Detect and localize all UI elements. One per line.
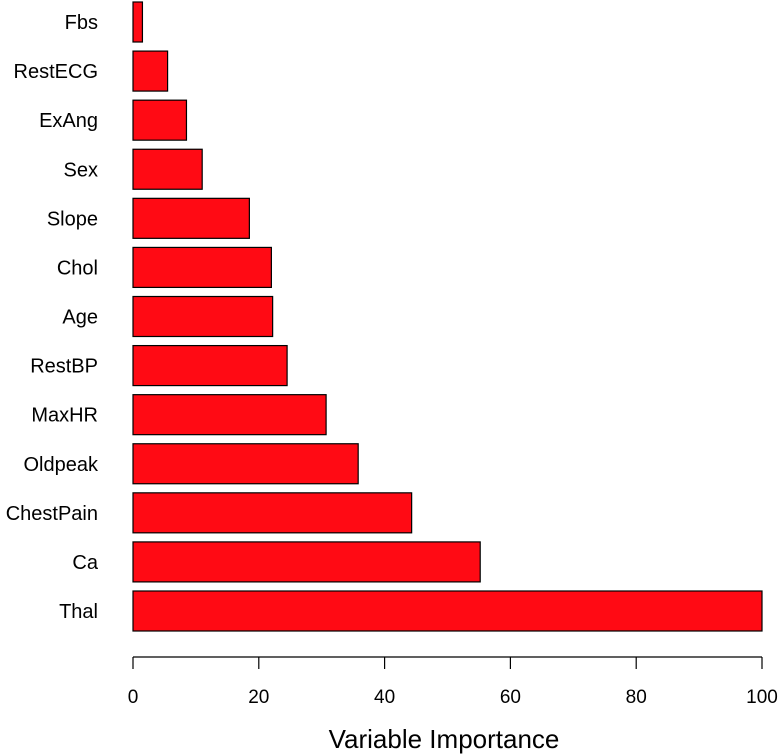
category-label-sex: Sex xyxy=(64,159,98,181)
bar-exang xyxy=(132,99,188,141)
x-tick-label-20: 20 xyxy=(248,687,269,708)
category-label-chestpain: ChestPain xyxy=(6,503,98,525)
bar-fbs xyxy=(132,1,144,43)
bar-chestpain xyxy=(132,492,413,534)
bar-ca xyxy=(132,541,481,583)
bar-restbp xyxy=(132,344,288,387)
category-label-thal: Thal xyxy=(59,601,98,623)
category-label-chol: Chol xyxy=(57,257,98,279)
category-label-restbp: RestBP xyxy=(30,356,98,378)
bar-chol xyxy=(132,246,272,289)
bar-thal xyxy=(132,590,763,632)
bars-layer xyxy=(132,1,763,632)
x-axis-title: Variable Importance xyxy=(329,724,560,754)
bar-maxhr xyxy=(132,394,327,436)
x-tick-label-100: 100 xyxy=(746,687,778,708)
bar-age xyxy=(132,295,274,338)
x-tick-label-60: 60 xyxy=(500,687,521,708)
category-label-age: Age xyxy=(62,307,98,329)
x-tick-label-40: 40 xyxy=(374,687,395,708)
category-labels: Fbs RestECG ExAng Sex Slope Chol Age RestBP MaxH… xyxy=(6,12,99,623)
bar-oldpeak xyxy=(132,443,359,485)
category-label-ca: Ca xyxy=(72,552,98,574)
category-label-slope: Slope xyxy=(47,208,98,230)
bar-sex xyxy=(132,148,203,190)
category-label-maxhr: MaxHR xyxy=(31,405,98,427)
x-axis: 0 20 40 60 80 100 xyxy=(128,656,778,708)
category-label-oldpeak: Oldpeak xyxy=(24,454,99,476)
bar-slope xyxy=(132,197,250,239)
category-label-exang: ExAng xyxy=(39,110,98,132)
x-tick-label-80: 80 xyxy=(626,687,647,708)
category-label-fbs: Fbs xyxy=(65,12,98,34)
bar-restecg xyxy=(132,50,169,92)
category-label-restecg: RestECG xyxy=(14,61,98,83)
x-tick-label-0: 0 xyxy=(128,687,139,708)
